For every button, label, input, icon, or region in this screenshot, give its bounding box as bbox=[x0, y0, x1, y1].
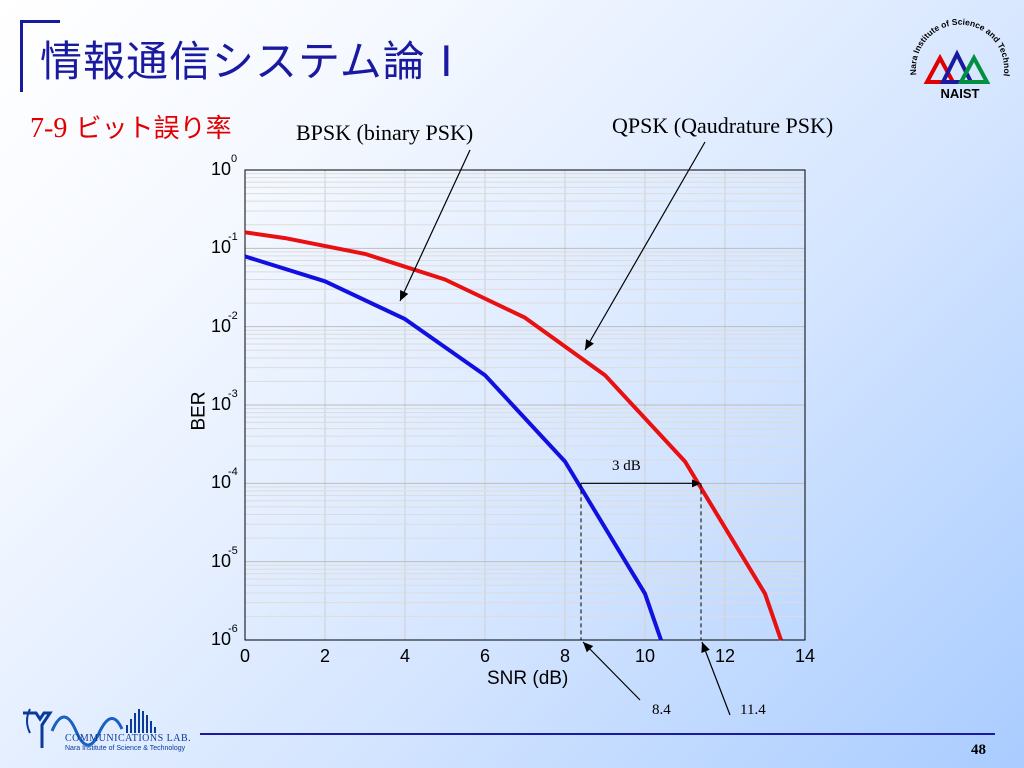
lab-subtitle: Nara Institute of Science & Technology bbox=[65, 745, 186, 752]
qpsk-callout-arrow-head bbox=[585, 339, 594, 350]
communications-lab-logo bbox=[23, 708, 156, 748]
qpsk-callout-label: QPSK (Qaudrature PSK) bbox=[612, 113, 834, 138]
y-tick-exponent: -4 bbox=[228, 466, 238, 479]
chart-series bbox=[244, 230, 783, 641]
slide-title: 情報通信システム論 I bbox=[40, 37, 454, 86]
x-tick-label: 4 bbox=[400, 646, 411, 666]
bpsk-callout-arrow bbox=[399, 149, 471, 302]
x-tick-label: 6 bbox=[480, 646, 491, 666]
y-tick-label: 10 bbox=[211, 550, 232, 571]
qpsk-callout-arrow bbox=[584, 141, 706, 351]
title-accent-horizontal bbox=[20, 20, 60, 23]
marker-left-arrow bbox=[582, 641, 641, 701]
section-number: 7-9 bbox=[30, 113, 68, 144]
marker-left-arrow-head bbox=[583, 642, 594, 653]
marker-right-label: 11.4 bbox=[740, 702, 766, 718]
y-axis-label: BER bbox=[188, 391, 210, 431]
x-axis-label: SNR (dB) bbox=[487, 668, 569, 689]
marker-right-arrow-head bbox=[701, 642, 710, 653]
y-tick-label: 10 bbox=[211, 629, 232, 649]
qpsk-curve bbox=[244, 230, 783, 641]
naist-logo: Nara Institute of Science and Technology… bbox=[905, 10, 1012, 101]
y-tick-label: 10 bbox=[211, 472, 232, 493]
title-accent-vertical bbox=[20, 20, 23, 92]
bpsk-curve bbox=[244, 254, 663, 641]
y-tick-label: 10 bbox=[211, 237, 232, 258]
marker-right-arrow bbox=[701, 641, 731, 716]
y-tick-exponent: -6 bbox=[228, 623, 238, 635]
y-tick-label: 10 bbox=[211, 394, 232, 414]
gap-arrowhead bbox=[692, 479, 701, 488]
x-tick-label: 8 bbox=[560, 646, 571, 666]
chart-grid bbox=[244, 170, 806, 641]
lab-name: COMMUNICATIONS LAB. bbox=[65, 733, 192, 744]
bpsk-callout-arrow-head bbox=[400, 290, 409, 301]
x-tick-label: 14 bbox=[795, 646, 816, 666]
section-heading: 7-9 ビット誤り率 bbox=[30, 108, 232, 145]
x-tick-label: 0 bbox=[240, 646, 251, 666]
footer-rule bbox=[200, 733, 995, 735]
marker-left-label: 8.4 bbox=[652, 702, 671, 718]
plot-frame bbox=[244, 169, 806, 641]
y-tick-exponent: -1 bbox=[228, 231, 238, 244]
gap-label: 3 dB bbox=[612, 458, 641, 474]
y-tick-label: 10 bbox=[211, 159, 232, 179]
bpsk-callout-label: BPSK (binary PSK) bbox=[296, 120, 474, 145]
y-tick-label: 10 bbox=[211, 315, 232, 336]
logo-short-text: NAIST bbox=[941, 86, 980, 101]
y-tick-exponent: -5 bbox=[228, 544, 238, 557]
x-tick-label: 10 bbox=[635, 646, 656, 666]
section-text: ビット誤り率 bbox=[75, 114, 232, 144]
chart-annotations bbox=[399, 141, 731, 716]
y-tick-exponent: -2 bbox=[228, 309, 238, 322]
page-number: 48 bbox=[971, 742, 986, 758]
y-tick-exponent: 0 bbox=[231, 153, 238, 165]
x-tick-label: 12 bbox=[715, 646, 736, 666]
x-tick-label: 2 bbox=[320, 646, 331, 666]
y-tick-exponent: -3 bbox=[228, 388, 238, 400]
